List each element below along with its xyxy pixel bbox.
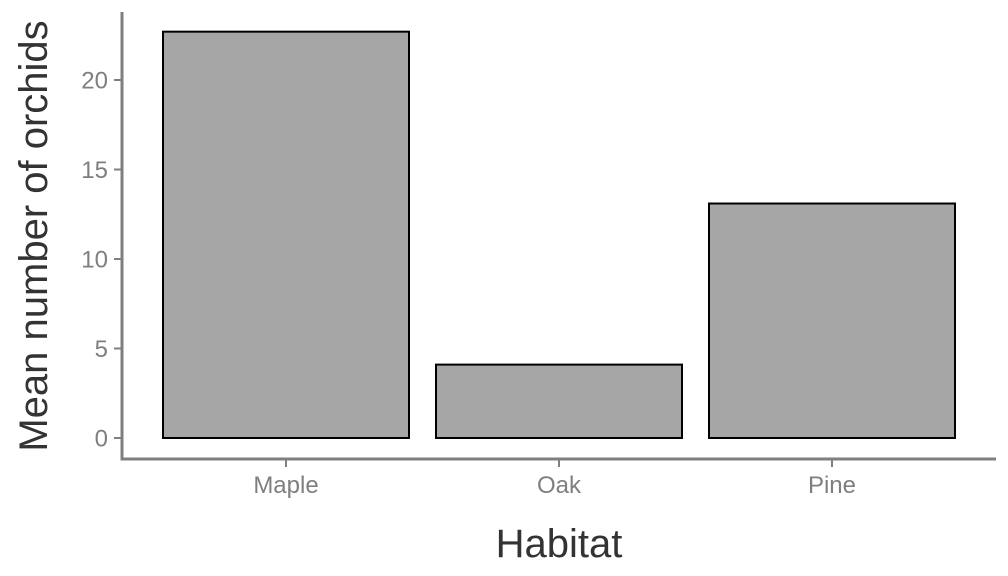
bar-pine [708,202,956,439]
y-tick-label: 0 [95,426,108,453]
x-axis-ticks: Maple Oak Pine [253,459,856,499]
y-tick-label: 10 [81,247,108,274]
y-axis-title: Mean number of orchids [12,20,56,451]
bar-maple [162,30,410,439]
x-tick-label-maple: Maple [253,472,318,499]
x-tick-label-pine: Pine [808,472,856,499]
y-tick-label: 20 [81,68,108,95]
bars-group [162,30,956,439]
x-tick-label-oak: Oak [537,472,582,499]
y-axis-ticks: 0 5 10 15 20 [81,68,122,453]
x-axis-title: Habitat [496,522,623,566]
y-tick-label: 5 [95,336,108,363]
bar-oak [435,363,683,439]
y-tick-label: 15 [81,157,108,184]
